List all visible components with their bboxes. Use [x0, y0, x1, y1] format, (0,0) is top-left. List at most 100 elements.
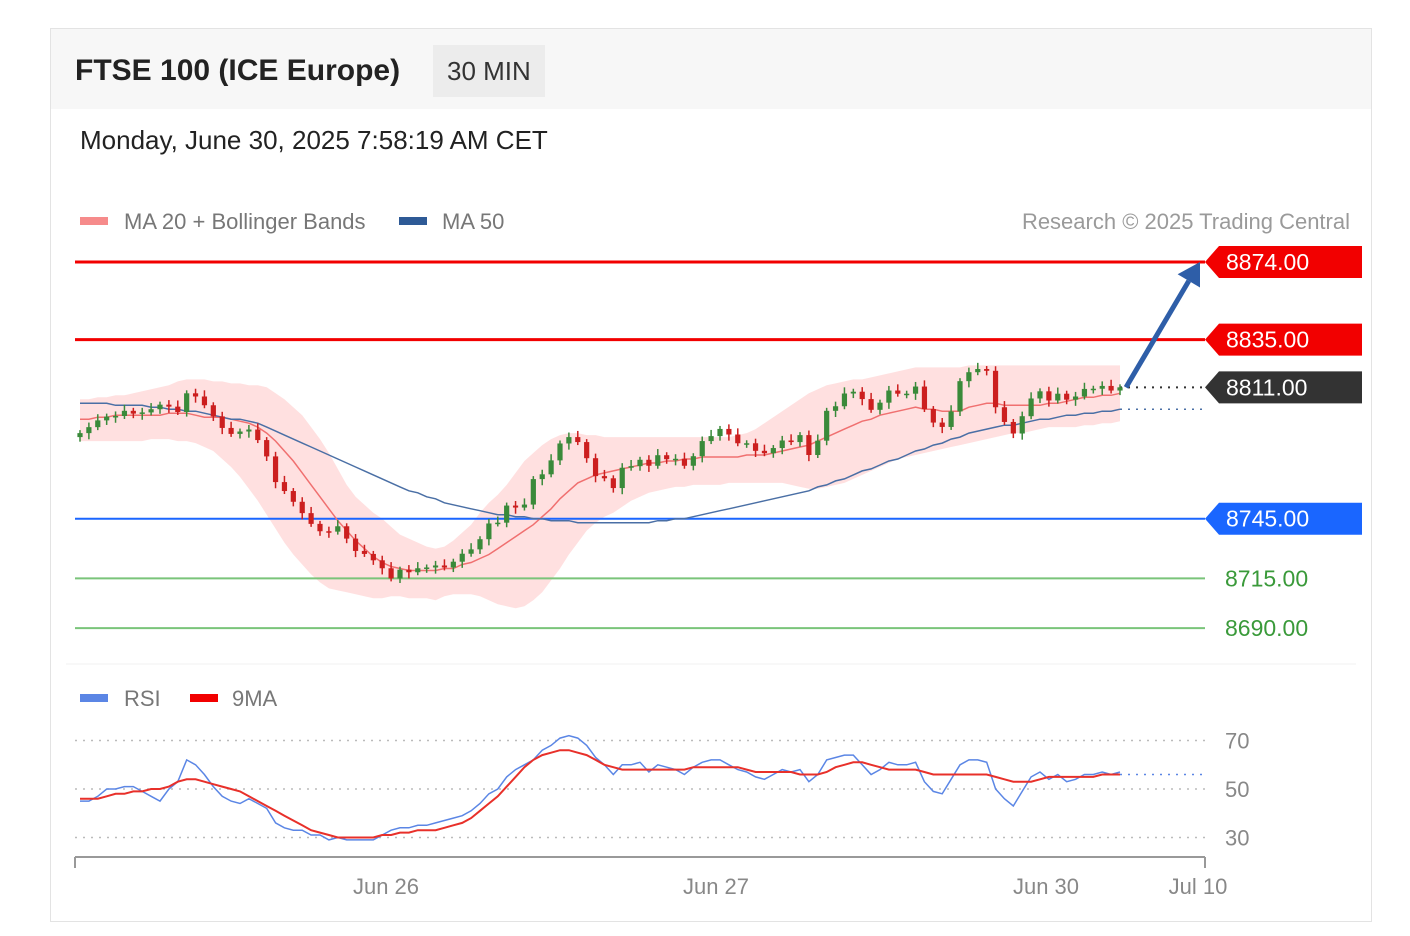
timeframe-badge[interactable]: 30 MIN — [433, 45, 545, 97]
candle-body — [77, 433, 83, 438]
ma20-line — [80, 392, 1121, 572]
candle-body — [1028, 398, 1034, 417]
instrument-title: FTSE 100 (ICE Europe) — [75, 54, 401, 87]
candle-body — [246, 429, 252, 432]
candle-body — [495, 522, 501, 525]
bollinger-band-area — [80, 365, 1120, 609]
candle-body — [1099, 385, 1105, 389]
candle-body — [388, 568, 394, 579]
rsi-ma-line — [80, 749, 1120, 839]
candle-body — [219, 416, 225, 428]
candle-body — [157, 404, 163, 410]
ma50-line — [80, 402, 1121, 524]
candle-body — [432, 565, 439, 568]
candle-body — [512, 505, 519, 508]
candle-body — [717, 428, 723, 437]
rsi-panel: 70 50 30 — [75, 729, 1249, 850]
candle-body — [601, 476, 608, 479]
candle-body — [450, 561, 456, 568]
x-tick-label: Jun 26 — [353, 874, 419, 899]
target-arrow — [1123, 261, 1201, 389]
candle-body — [201, 396, 208, 406]
credit-text: Research © 2025 Trading Central — [1022, 209, 1350, 234]
candle-body — [592, 458, 599, 477]
rsi-line — [80, 734, 1121, 841]
pivot-level-label: 8745.00 — [1226, 506, 1309, 532]
candle-body — [344, 526, 350, 539]
candle-body — [210, 405, 216, 417]
candle-body — [664, 455, 670, 460]
candle-body — [335, 526, 341, 532]
resistance-level-label: 8874.00 — [1226, 249, 1309, 275]
ma20-legend-label: MA 20 + Bollinger Bands — [124, 209, 366, 234]
support-level-label: 8715.00 — [1225, 565, 1308, 591]
current-level-tag — [1205, 371, 1362, 404]
candle-body — [415, 568, 421, 573]
rsi-ma-legend-swatch — [190, 694, 218, 702]
candle-body — [886, 390, 892, 403]
candle-body — [939, 422, 945, 427]
candle-body — [1010, 421, 1016, 434]
candle-body — [1037, 391, 1043, 399]
candle-body — [1117, 387, 1123, 391]
candle-body — [770, 448, 776, 454]
candle-body — [904, 393, 910, 396]
candle-body — [379, 560, 385, 569]
candle-body — [966, 372, 972, 382]
candle-body — [575, 437, 581, 443]
candle-body — [726, 428, 732, 435]
candle-body — [566, 437, 572, 444]
candle-body — [1072, 396, 1079, 400]
x-tick-label: Jun 27 — [683, 874, 749, 899]
candle-body — [699, 441, 705, 457]
candle-body — [255, 429, 261, 441]
candle-body — [619, 467, 625, 489]
candle-body — [228, 427, 234, 434]
resistance-level-tag — [1205, 245, 1362, 278]
candle-body — [326, 531, 332, 533]
candle-body — [237, 431, 243, 434]
x-tick-label: Jul 10 — [1169, 874, 1228, 899]
candle-body — [788, 440, 794, 443]
resistance-level-tag — [1205, 323, 1362, 356]
rsi-tick-label: 30 — [1225, 825, 1249, 850]
candle-body — [281, 482, 288, 492]
candle-body — [655, 455, 661, 466]
candle-body — [95, 420, 101, 428]
candle-body — [1090, 388, 1096, 391]
candle-body — [877, 402, 883, 410]
candle-body — [424, 567, 430, 569]
candle-body — [148, 409, 154, 413]
candle-body — [752, 443, 759, 451]
candle-body — [850, 391, 856, 394]
bollinger-bands — [80, 365, 1120, 609]
resistance-level-label: 8835.00 — [1226, 327, 1309, 353]
candle-body — [530, 479, 536, 505]
candle-body — [308, 513, 314, 524]
candle-body — [628, 466, 634, 468]
candle-body — [486, 523, 492, 540]
candle-body — [166, 404, 172, 407]
candle-body — [948, 411, 954, 427]
candle-body — [584, 442, 590, 459]
candle-body — [921, 386, 928, 410]
candle-body — [832, 406, 839, 411]
candle-body — [406, 569, 412, 573]
rsi-ma-legend-label: 9MA — [232, 686, 278, 711]
candle-body — [841, 393, 848, 407]
candle-body — [139, 412, 145, 414]
candle-body — [912, 386, 919, 394]
candle-body — [86, 427, 92, 434]
candle-body — [859, 391, 865, 400]
target-arrow-head — [1177, 261, 1201, 288]
candlesticks — [77, 362, 1123, 583]
candle-body — [744, 443, 750, 445]
candle-body — [761, 450, 768, 454]
candle-body — [441, 565, 448, 568]
candle-body — [264, 440, 270, 457]
price-levels — [75, 260, 1205, 630]
candle-body — [984, 369, 990, 371]
candle-body — [681, 458, 688, 466]
candle-body — [930, 409, 936, 423]
